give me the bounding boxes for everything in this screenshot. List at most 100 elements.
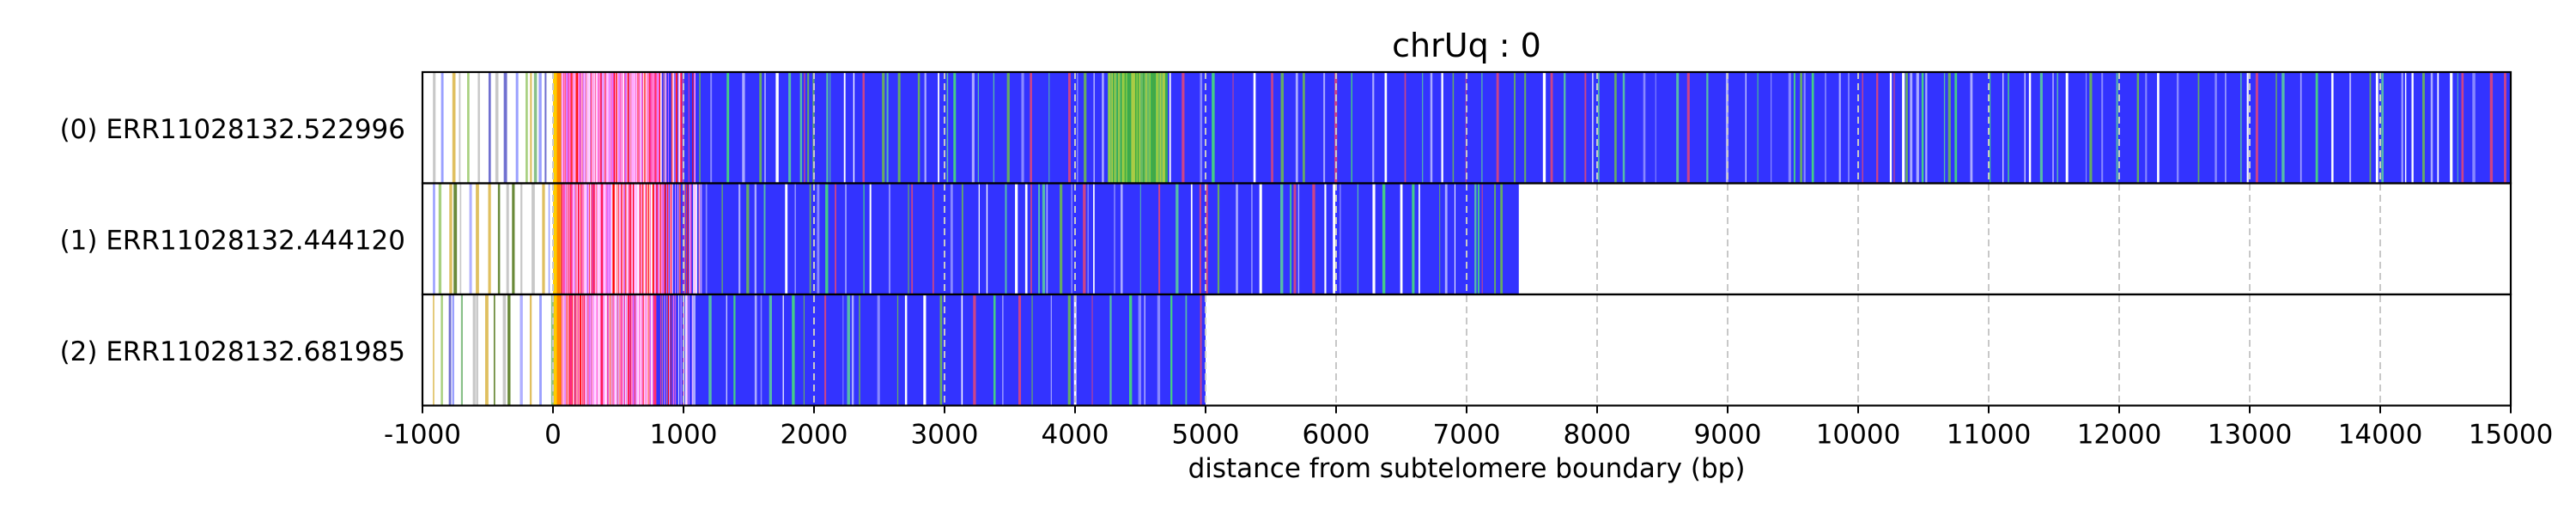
track-stripe: [2136, 72, 2140, 184]
track-stripe: [1148, 72, 1151, 184]
track-stripe: [1164, 72, 1168, 184]
track-stripe: [1597, 72, 1600, 184]
track-stripe: [477, 72, 480, 184]
track-stripe: [1091, 294, 1093, 406]
track-stripe: [2489, 72, 2494, 184]
track-stripe: [1947, 72, 1951, 184]
track-stripe: [2275, 72, 2277, 184]
track-stripe: [1312, 183, 1315, 294]
track-stripe: [1059, 183, 1063, 294]
track-stripe: [553, 183, 558, 294]
track-stripe: [1280, 72, 1284, 184]
track-stripe: [2116, 72, 2118, 184]
track-stripe: [696, 72, 702, 184]
track-stripe: [809, 183, 811, 294]
track-stripe: [882, 72, 885, 184]
track-stripe: [1910, 72, 1913, 184]
track-stripe: [993, 294, 996, 406]
track-body: [696, 72, 2512, 184]
track-stripe: [1550, 72, 1553, 184]
track-stripe: [812, 72, 815, 184]
track-stripe: [556, 183, 562, 294]
track-stripe: [1006, 72, 1010, 184]
track-stripe: [2375, 72, 2379, 184]
track-stripe: [2472, 72, 2476, 184]
track-stripe: [1144, 294, 1145, 406]
track-stripe: [2369, 72, 2372, 184]
track-stripe: [824, 294, 827, 406]
track-stripe: [467, 72, 470, 184]
track-stripe: [1156, 72, 1158, 184]
track-stripe: [2002, 72, 2004, 184]
track-stripe: [1745, 72, 1747, 184]
track-stripe: [532, 183, 535, 294]
track-stripe: [493, 294, 495, 406]
track-stripe: [2145, 72, 2148, 184]
track-stripe: [938, 72, 939, 184]
track-stripe: [2461, 72, 2464, 184]
track-stripe: [1031, 294, 1033, 406]
x-tick-label: 8000: [1564, 420, 1631, 451]
x-axis-ticks: -1000 0 1000 2000 3000 4000 5000 6000 7000 8000 90…: [384, 405, 2553, 451]
track-stripe: [1113, 72, 1115, 184]
track-stripe: [2349, 72, 2352, 184]
track-stripe: [877, 294, 880, 406]
track-stripe: [1024, 183, 1028, 294]
track-stripe: [1500, 183, 1504, 294]
track-stripe: [459, 72, 461, 184]
track-stripe: [1803, 72, 1806, 184]
track-stripe: [495, 72, 499, 184]
track-stripe: [2024, 72, 2026, 184]
x-tick-label: 14000: [2338, 420, 2423, 451]
track-stripe: [847, 294, 850, 406]
track-stripe: [1038, 183, 1041, 294]
track-stripe: [746, 183, 750, 294]
track-stripe: [2240, 72, 2242, 184]
track-stripe: [1800, 72, 1802, 184]
track-stripe: [843, 72, 846, 184]
track-stripe: [553, 294, 558, 406]
track-stripe: [1943, 72, 1946, 184]
track-stripe: [769, 294, 772, 406]
track-stripe: [1217, 183, 1220, 294]
track-stripe: [1158, 183, 1161, 294]
x-tick-label: 13000: [2208, 420, 2293, 451]
track-stripe: [692, 294, 696, 406]
track-stripe: [2028, 72, 2032, 184]
track-stripe: [710, 72, 713, 184]
tracks-layer: [433, 72, 2512, 406]
track-stripe: [1169, 72, 1171, 184]
track-stripe: [863, 183, 865, 294]
track-stripe: [924, 72, 927, 184]
track-stripe: [1176, 183, 1179, 294]
track-stripe: [2039, 72, 2043, 184]
track-stripe: [1093, 183, 1095, 294]
track-stripe: [1676, 72, 1680, 184]
track-stripe: [1706, 72, 1709, 184]
track-stripe: [1725, 72, 1728, 184]
track-stripe: [1232, 72, 1234, 184]
track-stripe: [556, 294, 562, 406]
track-stripe: [804, 72, 805, 184]
track-stripe: [742, 72, 745, 184]
track-stripe: [1916, 72, 1919, 184]
track-stripe: [452, 72, 456, 184]
track-stripe: [1030, 72, 1032, 184]
track-stripe: [1925, 72, 1928, 184]
track-stripe: [946, 72, 949, 184]
track-stripe: [526, 72, 528, 184]
track-stripe: [1905, 72, 1908, 184]
track-stripe: [1592, 72, 1594, 184]
track-stripe: [1109, 72, 1112, 184]
track-stripe: [1542, 72, 1546, 184]
track-stripe: [708, 294, 712, 406]
track-stripe: [1295, 72, 1298, 184]
track-stripe: [1087, 183, 1089, 294]
track-stripe: [1102, 72, 1104, 184]
track-stripe: [1524, 72, 1527, 184]
track-stripe: [1825, 72, 1826, 184]
track-stripe: [459, 183, 462, 294]
track-stripe: [1120, 183, 1123, 294]
track-stripe: [529, 294, 532, 406]
track-stripe: [452, 294, 454, 406]
